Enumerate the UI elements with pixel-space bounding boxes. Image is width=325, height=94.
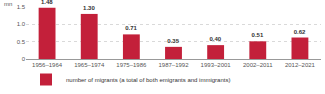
svg-text:number of migrants (a total of: number of migrants (a total of both emig… (66, 77, 230, 83)
svg-text:1965–1974: 1965–1974 (74, 62, 105, 68)
svg-text:1.30: 1.30 (83, 5, 95, 11)
svg-text:1975–1986: 1975–1986 (116, 62, 147, 68)
svg-text:mn: mn (4, 1, 12, 7)
svg-text:1993–2001: 1993–2001 (201, 62, 232, 68)
svg-text:1.0: 1.0 (17, 21, 26, 27)
svg-text:1.48: 1.48 (41, 0, 53, 5)
svg-text:0.71: 0.71 (125, 25, 137, 31)
svg-text:1987–1992: 1987–1992 (158, 62, 189, 68)
svg-text:0: 0 (22, 56, 26, 62)
svg-text:0.40: 0.40 (209, 36, 221, 42)
svg-text:1.5: 1.5 (17, 4, 26, 10)
svg-text:2002–2011: 2002–2011 (243, 62, 273, 68)
svg-text:0.5: 0.5 (17, 39, 26, 45)
svg-text:0.62: 0.62 (294, 29, 306, 35)
svg-text:2012–2021: 2012–2021 (285, 62, 316, 68)
svg-text:1956–1964: 1956–1964 (32, 62, 63, 68)
svg-text:0.51: 0.51 (252, 32, 264, 38)
svg-text:0.35: 0.35 (167, 38, 179, 44)
